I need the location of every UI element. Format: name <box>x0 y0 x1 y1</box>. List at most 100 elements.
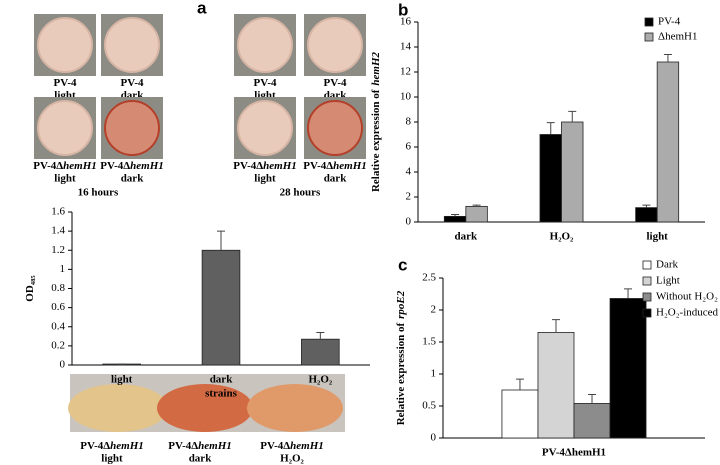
error-bar <box>551 319 560 333</box>
y-tick-label: 8 <box>406 116 412 128</box>
y-tick-label: 1.4 <box>51 225 65 237</box>
y-tick-label: 1.6 <box>51 206 65 218</box>
legend-label: Light <box>656 275 680 287</box>
strain-label: PV-4ΔhemH1 <box>80 440 144 452</box>
error-bar <box>546 122 555 135</box>
strain-prefix: PV-4 <box>323 77 347 89</box>
x-tick-label: PV-4ΔhemH1 <box>542 447 606 459</box>
error-bar <box>451 214 460 217</box>
strain-gene: hemH1 <box>130 160 164 172</box>
y-tick-label: 0.5 <box>422 400 436 412</box>
strain-label: PV-4ΔhemH1 <box>33 160 97 172</box>
bar <box>537 331 575 439</box>
plate <box>307 100 363 156</box>
y-axis-label: Relative expression of rpoE2 <box>395 290 407 425</box>
bar <box>465 205 488 223</box>
strain-label: PV-4 <box>120 77 144 89</box>
x-tick-label: H₂O₂ <box>550 231 574 243</box>
x-axis-label: strains <box>205 388 238 400</box>
strain-gene: hemH1 <box>63 160 97 172</box>
x-tick-label: dark <box>210 374 234 386</box>
bar <box>635 207 658 223</box>
plate <box>104 17 160 73</box>
condition-label: light <box>101 453 123 465</box>
strain-prefix: PV-4Δ <box>303 160 333 172</box>
error-bar <box>316 331 325 340</box>
y-tick-label: 16 <box>400 16 412 28</box>
y-tick-label: 1 <box>431 368 437 380</box>
strain-prefix: PV-4 <box>53 77 77 89</box>
error-bar <box>588 393 597 404</box>
legend-label: H₂O₂-induced <box>656 307 719 319</box>
y-tick-label: 0 <box>406 216 412 228</box>
x-tick-label: light <box>646 231 668 243</box>
strain-label: PV-4 <box>323 77 347 89</box>
x-tick-label: dark <box>455 231 479 243</box>
y-label-gene: rpoE2 <box>395 290 407 319</box>
y-tick-label: 0 <box>60 359 66 371</box>
y-axis-label: OD₄₈₅ <box>24 275 36 302</box>
y-label-text: Relative expression of <box>395 323 407 426</box>
condition-label: light <box>254 173 276 185</box>
y-tick-label: 2 <box>431 304 437 316</box>
panel-label: c <box>398 255 407 274</box>
strain-prefix: PV-4Δ <box>80 440 110 452</box>
strain-prefix: PV-4Δ <box>33 160 63 172</box>
plate <box>307 17 363 73</box>
error-bar <box>217 230 225 251</box>
strain-gene: hemH1 <box>263 160 297 172</box>
strain-label: PV-4ΔhemH1 <box>233 160 297 172</box>
legend-swatch <box>644 32 654 42</box>
x-tick-label: H₂O₂ <box>308 374 332 386</box>
y-label-text: OD₄₈₅ <box>24 275 36 302</box>
y-tick-label: 4 <box>406 166 412 178</box>
strain-label: PV-4ΔhemH1 <box>100 160 164 172</box>
y-label-text: Relative expression of <box>370 89 382 192</box>
y-tick-label: 1.2 <box>51 244 65 256</box>
y-tick-label: 0.6 <box>51 301 65 313</box>
y-axis-label: Relative expression of hemH2 <box>370 51 382 192</box>
strain-label: PV-4 <box>253 77 277 89</box>
legend-swatch <box>642 260 652 270</box>
strain-prefix: PV-4Δ <box>233 160 263 172</box>
bar <box>443 215 467 223</box>
strain-gene: hemH1 <box>290 440 324 452</box>
y-tick-label: 12 <box>400 66 411 78</box>
error-bar <box>624 288 633 299</box>
strain-prefix: PV-4Δ <box>100 160 130 172</box>
error-bar <box>663 54 672 62</box>
legend-swatch <box>642 308 652 318</box>
y-tick-label: 14 <box>400 41 412 53</box>
bar <box>656 61 680 223</box>
strain-label: PV-4ΔhemH1 <box>168 440 232 452</box>
legend-label: Without H₂O₂ <box>656 291 718 303</box>
strain-prefix: PV-4Δ <box>168 440 198 452</box>
condition-label: dark <box>324 173 348 185</box>
y-label-gene: hemH2 <box>370 51 382 85</box>
strain-gene: hemH1 <box>198 440 232 452</box>
legend-swatch <box>644 17 654 27</box>
y-tick-label: 0.8 <box>51 282 65 294</box>
plate <box>37 17 93 73</box>
legend-label: Dark <box>656 259 678 271</box>
strain-prefix: PV-4 <box>120 77 144 89</box>
plate <box>104 100 160 156</box>
error-bar <box>472 204 481 207</box>
bar <box>573 403 611 439</box>
y-tick-label: 0.2 <box>51 339 65 351</box>
strain-label: PV-4 <box>53 77 77 89</box>
y-tick-label: 0.4 <box>51 320 65 332</box>
condition-label: dark <box>189 453 213 465</box>
error-bar <box>568 110 577 122</box>
plate <box>237 100 293 156</box>
bar <box>539 134 562 223</box>
legend-swatch <box>642 292 652 302</box>
y-tick-label: 10 <box>400 91 412 103</box>
y-tick-label: 1 <box>60 263 66 275</box>
strain-prefix: PV-4Δ <box>260 440 290 452</box>
strain-gene: hemH1 <box>333 160 367 172</box>
legend-label: ΔhemH1 <box>658 31 697 43</box>
bar <box>201 249 241 366</box>
